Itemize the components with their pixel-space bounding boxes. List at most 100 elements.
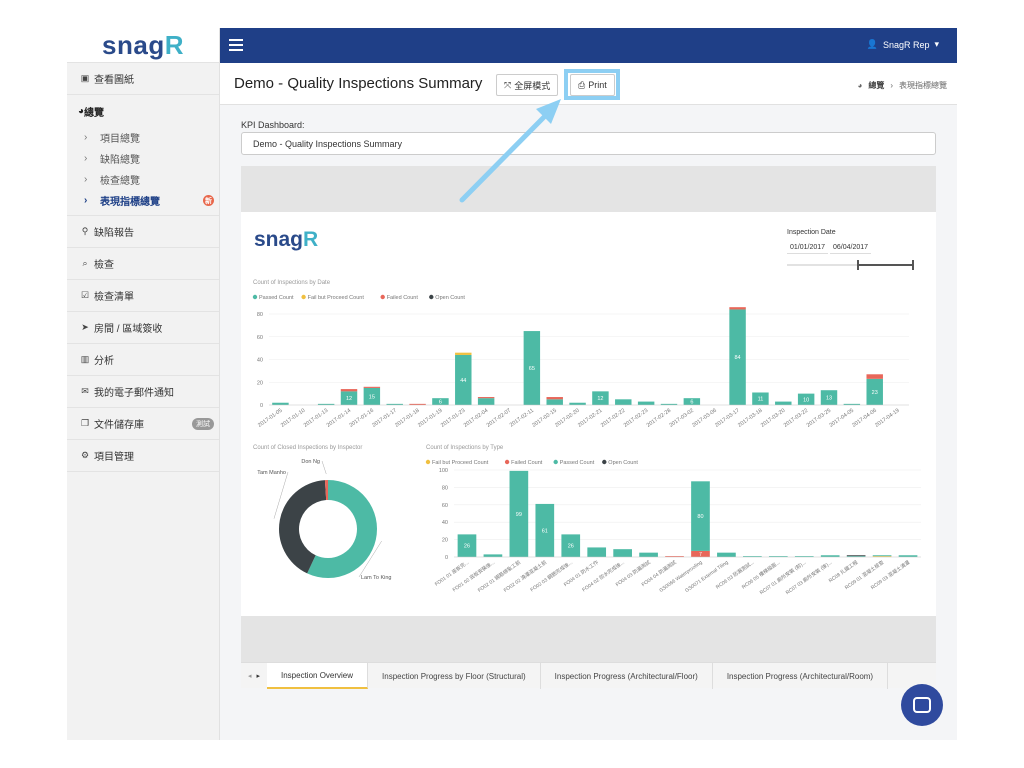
- x-tick-label: FO02 01 鋼筋綁紮工前: [476, 559, 522, 594]
- legend-swatch: [425, 459, 431, 465]
- sidebar: snagR ▣ 查看圖紙 ◕ 總覽 › 項目總覽 › 缺陷總覽 › 檢查總覽: [67, 28, 220, 740]
- print-button[interactable]: ⎙ Print: [570, 74, 615, 96]
- files-icon: ❐: [80, 418, 90, 428]
- x-tick-label: 2017-02-11: [509, 408, 535, 429]
- sidebar-item-overview[interactable]: ◕ 總覽: [67, 95, 219, 127]
- bar-segment: [691, 481, 710, 551]
- chat-icon: [913, 697, 931, 713]
- date-from-input[interactable]: 01/01/2017: [787, 241, 829, 254]
- data-label: 12: [346, 396, 352, 402]
- x-tick-label: 2017-01-23: [440, 408, 466, 429]
- sidebar-subitem-inspection-overview[interactable]: › 檢查總覽: [67, 169, 219, 190]
- data-label: 80: [697, 514, 703, 520]
- bar-segment: [569, 402, 586, 405]
- data-label: 11: [758, 397, 764, 403]
- sidebar-subitem-project-overview[interactable]: › 項目總覽: [67, 127, 219, 148]
- x-tick-label: 2017-01-13: [303, 408, 329, 429]
- x-tick-label: 2017-02-28: [646, 408, 672, 429]
- hamburger-menu-icon[interactable]: [229, 39, 243, 51]
- y-tick-label: 100: [439, 468, 448, 474]
- legend-swatch: [380, 294, 385, 300]
- sidebar-subitem-kpi-overview[interactable]: › 表現指標總覽 新: [67, 190, 219, 211]
- chat-launcher-button[interactable]: [901, 684, 943, 726]
- bar-segment: [409, 403, 426, 405]
- bar-segment: [432, 398, 449, 405]
- sidebar-subitem-defect-overview[interactable]: › 缺陷總覽: [67, 148, 219, 169]
- app-window: snagR ▣ 查看圖紙 ◕ 總覽 › 項目總覽 › 缺陷總覽 › 檢查總覽: [67, 28, 957, 740]
- sidebar-item-label: 文件儲存庫: [94, 420, 144, 431]
- bar-segment: [843, 403, 861, 405]
- sidebar-item-label: 總覽: [84, 107, 105, 119]
- bar-segment: [523, 331, 541, 405]
- tab-progress-arch-floor[interactable]: Inspection Progress (Architectural/Floor…: [541, 663, 713, 689]
- page-header: Demo - Quality Inspections Summary ⤧ 全屏模…: [220, 63, 957, 105]
- report-viewer: snagR Inspection Date 01/01/2017 06/04/2…: [241, 166, 936, 688]
- data-label: 99: [516, 512, 522, 518]
- bar-segment: [477, 397, 495, 399]
- expand-icon: ⤧: [504, 79, 512, 90]
- map-marker-icon: ⚲: [81, 226, 89, 236]
- fullscreen-button[interactable]: ⤧ 全屏模式: [496, 74, 559, 96]
- pie-slice: [279, 480, 327, 574]
- tab-progress-floor-structural[interactable]: Inspection Progress by Floor (Structural…: [368, 663, 541, 689]
- sidebar-item-analysis[interactable]: ▥ 分析: [67, 344, 219, 376]
- x-tick-label: 2017-01-17: [371, 408, 397, 429]
- bar-segment: [660, 403, 678, 405]
- sidebar-item-room-signoff[interactable]: ➤ 房間 / 區域簽收: [67, 312, 219, 344]
- search-icon: ⌕: [82, 258, 88, 268]
- bar-segment: [717, 552, 736, 557]
- pie-leader-line: [358, 540, 382, 578]
- sidebar-item-email-notifications[interactable]: ✉ 我的電子郵件通知: [67, 376, 219, 408]
- sidebar-item-label: 檢查: [94, 260, 114, 271]
- bar-segment: [455, 352, 472, 355]
- x-tick-label: 2017-04-05: [829, 408, 855, 429]
- pie-slice: [324, 480, 328, 501]
- sidebar-item-inspection[interactable]: ⌕ 檢查: [67, 248, 219, 280]
- tab-inspection-overview[interactable]: Inspection Overview: [267, 663, 369, 689]
- sidebar-item-drawings[interactable]: ▣ 查看圖紙: [67, 63, 219, 95]
- kpi-dashboard-label: KPI Dashboard:: [241, 120, 305, 130]
- sidebar-subitem-label: 表現指標總覽: [100, 197, 160, 208]
- data-label: 10: [803, 397, 809, 403]
- data-label: 84: [735, 355, 741, 361]
- date-to-input[interactable]: 06/04/2017: [830, 241, 872, 254]
- x-tick-label: 2017-02-23: [623, 408, 649, 429]
- date-range-slider[interactable]: [781, 257, 921, 273]
- user-name: SnagR Rep: [882, 39, 930, 50]
- tab-progress-arch-room[interactable]: Inspection Progress (Architectural/Room): [713, 663, 889, 689]
- sidebar-item-defect-report[interactable]: ⚲ 缺陷報告: [67, 216, 219, 248]
- print-highlight-box: [564, 69, 620, 100]
- sidebar-item-label: 我的電子郵件通知: [94, 388, 174, 399]
- y-tick-label: 80: [442, 485, 448, 491]
- dashboard-icon: ◕: [857, 81, 863, 90]
- data-label: 15: [369, 394, 375, 400]
- x-tick-label: 2017-01-10: [280, 408, 306, 429]
- sidebar-item-project-management[interactable]: ⚙ 項目管理: [67, 440, 219, 472]
- sidebar-subitem-label: 缺陷總覽: [100, 155, 140, 166]
- x-tick-label: 2017-02-07: [486, 408, 512, 429]
- bar-segment: [872, 555, 892, 557]
- breadcrumb-item-overview[interactable]: 總覽: [868, 81, 885, 90]
- x-tick-label: 2017-03-06: [691, 408, 717, 429]
- data-label: 23: [872, 390, 878, 396]
- caret-right-icon[interactable]: ▸: [256, 673, 261, 680]
- legend-swatch: [429, 294, 434, 300]
- x-tick-label: GS0071 External Tiling: [684, 560, 730, 594]
- bar-segment: [820, 390, 838, 405]
- sidebar-item-document-repository[interactable]: ❐ 文件儲存庫 測試: [67, 408, 219, 440]
- snagr-logo[interactable]: snagR: [67, 28, 219, 63]
- tab-scroll-buttons[interactable]: ◂ ▸: [241, 663, 267, 689]
- caret-left-icon[interactable]: ◂: [247, 673, 252, 680]
- sidebar-item-label: 檢查清單: [94, 292, 134, 303]
- page-title: Demo - Quality Inspections Summary: [234, 75, 483, 92]
- kpi-dashboard-select[interactable]: Demo - Quality Inspections Summary: [241, 132, 936, 155]
- pie-leader-line: [321, 460, 327, 475]
- bar-segment: [683, 398, 701, 405]
- user-menu[interactable]: 👤 SnagR Rep ▾: [867, 39, 939, 50]
- data-label: 44: [460, 378, 466, 384]
- x-tick-label: 2017-02-20: [554, 408, 580, 429]
- dashboard-icon: ◕: [78, 105, 85, 117]
- data-label: 26: [568, 544, 574, 550]
- bar-segment: [866, 378, 883, 405]
- sidebar-item-checklist[interactable]: ☑ 檢查清單: [67, 280, 219, 312]
